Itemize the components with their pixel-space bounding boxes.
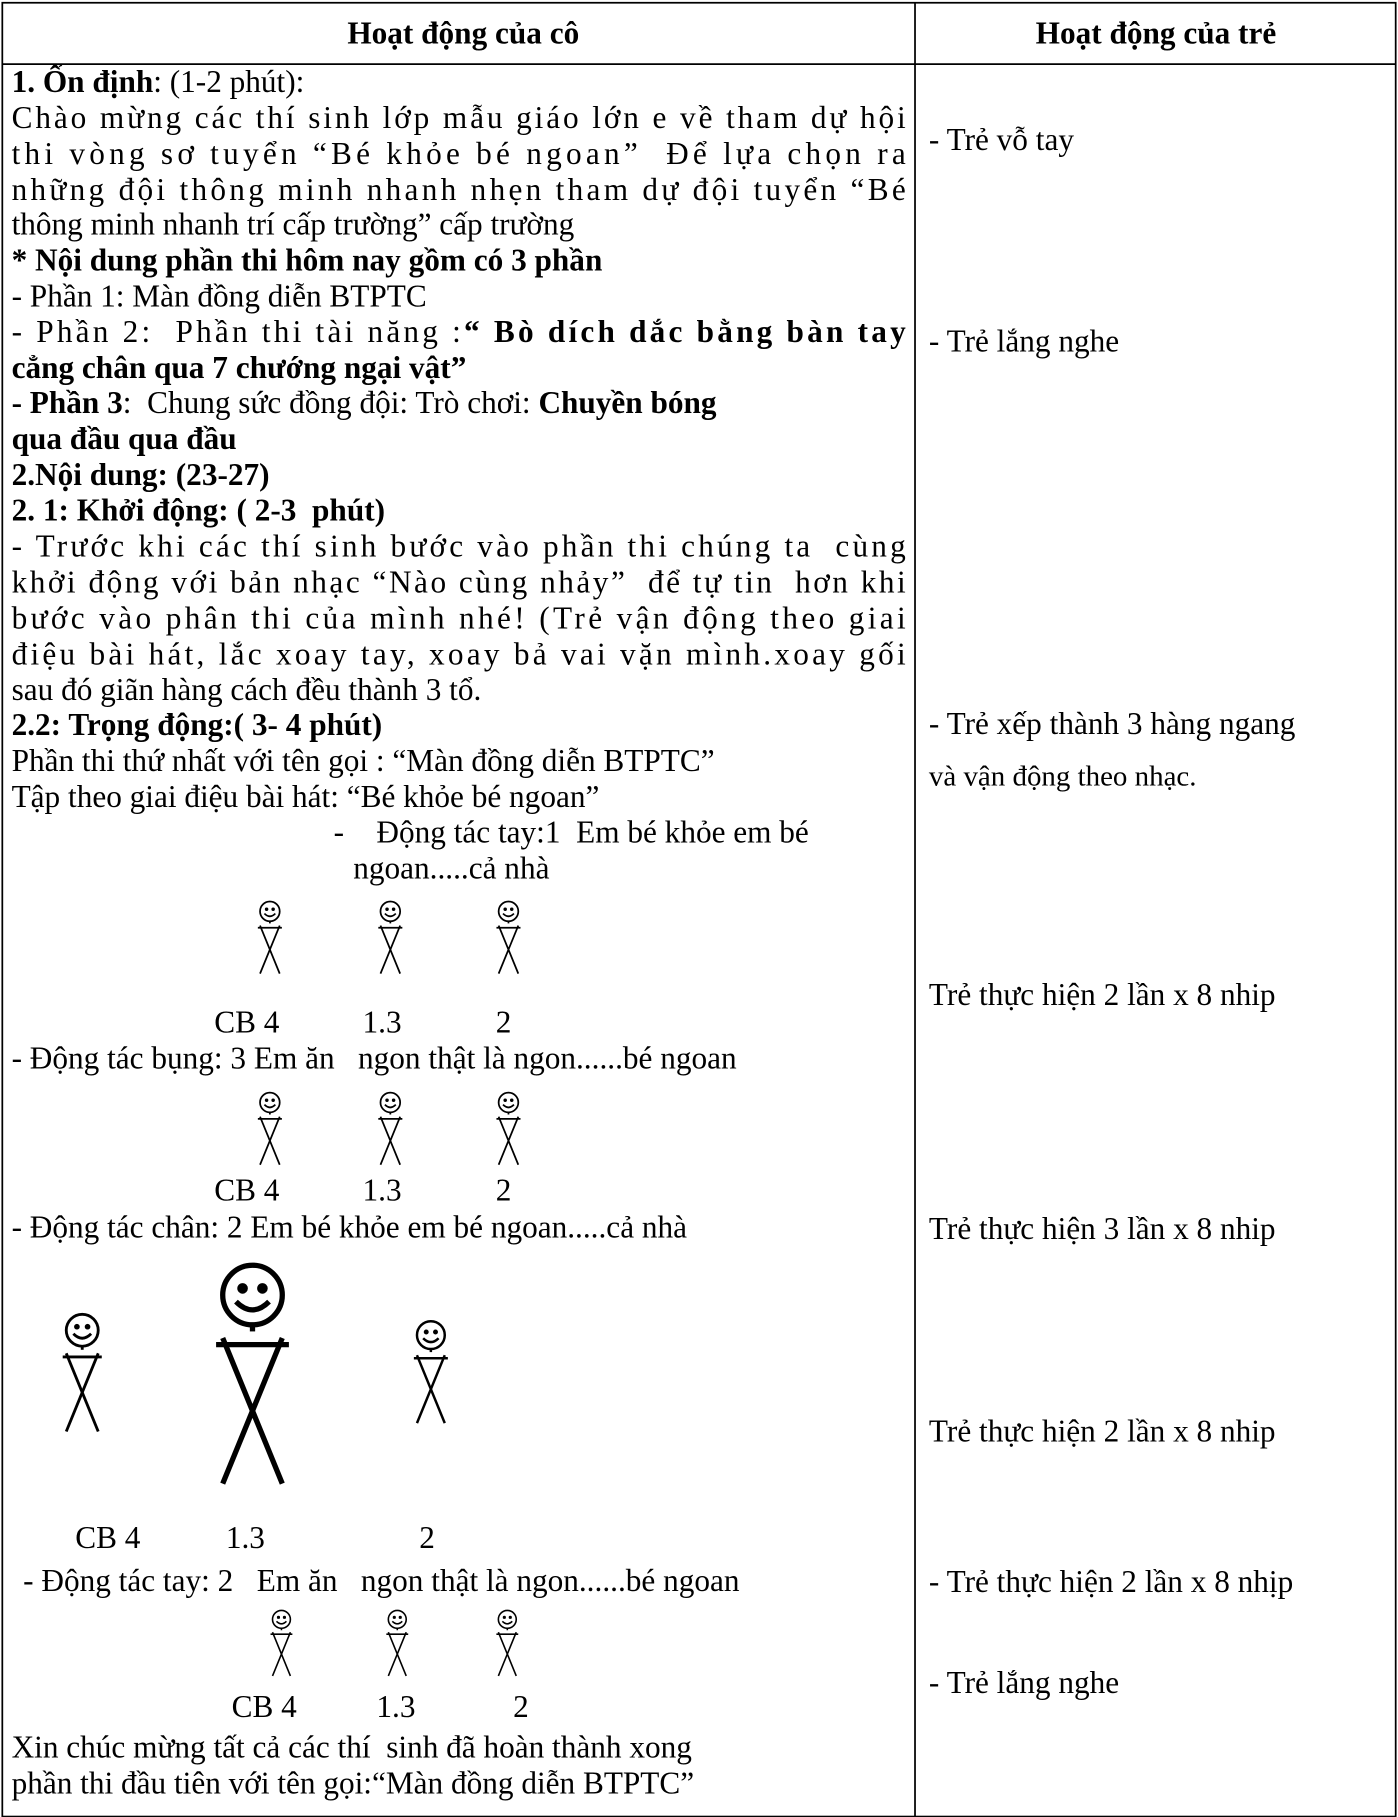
line: 2.2: Trọng động:( 3- 4 phút) bbox=[12, 707, 383, 742]
figure-label: CB 4 bbox=[75, 1520, 141, 1555]
line: Tập theo giai điệu bài hát: “Bé khỏe bé … bbox=[12, 779, 600, 814]
line: sau đó giãn hàng cách đều thành 3 tổ. bbox=[12, 672, 482, 707]
line: - Trẻ xếp thành 3 hàng ngang bbox=[929, 706, 1296, 741]
line: khởi động với bản nhạc “Nào cùng nhảy” đ… bbox=[12, 565, 906, 600]
line: thông minh nhanh trí cấp trường” cấp trư… bbox=[12, 207, 575, 242]
left-column: 1. Ổn định: (1-2 phút): Chào mừng các th… bbox=[12, 63, 907, 1800]
stick-figure bbox=[495, 1091, 522, 1166]
line: Trẻ thực hiện 3 lần x 8 nhip bbox=[929, 1211, 1276, 1246]
figure-label: 2 bbox=[496, 1173, 512, 1208]
figures bbox=[63, 1265, 448, 1483]
run: “ Bò dích dắc bằng bàn tay bbox=[464, 314, 906, 349]
run: 1. Ổn định bbox=[12, 63, 154, 99]
line: 2. 1: Khởi động: ( 2-3 phút) bbox=[12, 493, 385, 528]
line: - Phần 2: Phần thi tài năng : “ Bò dích d… bbox=[12, 314, 907, 349]
figure-label: 2 bbox=[419, 1520, 435, 1555]
figures bbox=[256, 1091, 522, 1166]
figures bbox=[269, 1608, 520, 1678]
line: 2.Nội dung: (23-27) bbox=[12, 457, 270, 492]
line: Chào mừng các thí sinh lớp mẫu giáo lớn … bbox=[12, 100, 906, 135]
stick-figure bbox=[495, 900, 522, 975]
line: - Phần 1: Màn đồng diễn BTPTC bbox=[12, 278, 427, 313]
line: bước vào phân thi của mình nhé! (Trẻ vận… bbox=[12, 600, 906, 635]
run: - Phần 3 bbox=[12, 385, 123, 420]
run: Chuyền bóng bbox=[538, 385, 716, 420]
line: ngoan.....cả nhà bbox=[353, 851, 549, 886]
line: - bbox=[334, 815, 344, 850]
figure-label: CB 4 bbox=[214, 1173, 280, 1208]
line: Xin chúc mừng tất cả các thí sinh đã hoà… bbox=[12, 1730, 693, 1765]
line: qua đầu qua đầu bbox=[12, 421, 237, 456]
header-cell: Hoạt động của trẻ bbox=[1036, 16, 1277, 51]
stick-figure bbox=[256, 1091, 283, 1166]
figure-label: 2 bbox=[496, 1005, 512, 1040]
line: - Động tác tay: 2 Em ăn ngon thật là ngo… bbox=[23, 1563, 740, 1598]
figure-label: CB 4 bbox=[214, 1005, 280, 1040]
line: - Trẻ lắng nghe bbox=[929, 1665, 1119, 1700]
line: - Động tác bụng: 3 Em ăn ngon thật là ng… bbox=[12, 1041, 737, 1076]
figure-label: 1.3 bbox=[363, 1005, 402, 1040]
line: - Trẻ lắng nghe bbox=[929, 324, 1119, 359]
stick-figure bbox=[377, 900, 404, 975]
line: - Động tác chân: 2 Em bé khỏe em bé ngoa… bbox=[12, 1210, 688, 1245]
line: - Trẻ thực hiện 2 lần x 8 nhịp bbox=[929, 1564, 1293, 1599]
figure-label: 1.3 bbox=[363, 1173, 402, 1208]
run: - Phần 2: Phần thi tài năng : bbox=[12, 314, 461, 349]
figure-label: 1.3 bbox=[226, 1520, 265, 1555]
stick-figure bbox=[216, 1265, 289, 1483]
line: - Trẻ vỗ tay bbox=[929, 122, 1074, 157]
line: Trẻ thực hiện 2 lần x 8 nhip bbox=[929, 1414, 1276, 1449]
line: - Trước khi các thí sinh bước vào phần t… bbox=[12, 529, 907, 564]
stick-figure bbox=[63, 1314, 102, 1431]
stick-figure bbox=[495, 1609, 520, 1677]
stick-figure bbox=[384, 1608, 410, 1678]
stick-figure bbox=[377, 1091, 404, 1166]
line: Phần thi thứ nhất với tên gọi : “Màn đồn… bbox=[12, 743, 715, 778]
run: : Chung sức đồng đội: Trò chơi: bbox=[123, 385, 539, 420]
line: cẳng chân qua 7 chướng ngại vật” bbox=[12, 350, 467, 385]
run: : (1-2 phút): bbox=[153, 64, 304, 99]
figures bbox=[256, 900, 522, 975]
line: phần thi đầu tiên với tên gọi:“Màn đồng … bbox=[12, 1766, 695, 1801]
header-cell: Hoạt động của cô bbox=[347, 16, 579, 51]
stick-figure bbox=[414, 1321, 448, 1423]
line: 1. Ổn định: (1-2 phút): bbox=[12, 63, 305, 99]
line: thi vòng sơ tuyển “Bé khỏe bé ngoan” Để … bbox=[12, 136, 906, 171]
line: Động tác tay:1 Em bé khỏe em bé bbox=[376, 815, 808, 850]
line: những đội thông minh nhanh nhẹn tham dự … bbox=[12, 172, 906, 207]
figure-label: CB 4 bbox=[232, 1689, 298, 1724]
line: * Nội dung phần thi hôm nay gồm có 3 phầ… bbox=[12, 243, 603, 278]
line: - Phần 3: Chung sức đồng đội: Trò chơi: … bbox=[12, 385, 717, 420]
line: và vận động theo nhạc. bbox=[929, 760, 1197, 792]
stick-figure bbox=[256, 900, 283, 975]
line: Trẻ thực hiện 2 lần x 8 nhip bbox=[929, 977, 1276, 1012]
stick-figure bbox=[269, 1609, 294, 1677]
figure-label: 1.3 bbox=[376, 1689, 415, 1724]
right-column: - Trẻ vỗ tay - Trẻ lắng nghe - Trẻ xếp t… bbox=[929, 122, 1296, 1700]
figure-label: 2 bbox=[513, 1689, 529, 1724]
line: điệu bài hát, lắc xoay tay, xoay bả vai … bbox=[12, 636, 906, 671]
